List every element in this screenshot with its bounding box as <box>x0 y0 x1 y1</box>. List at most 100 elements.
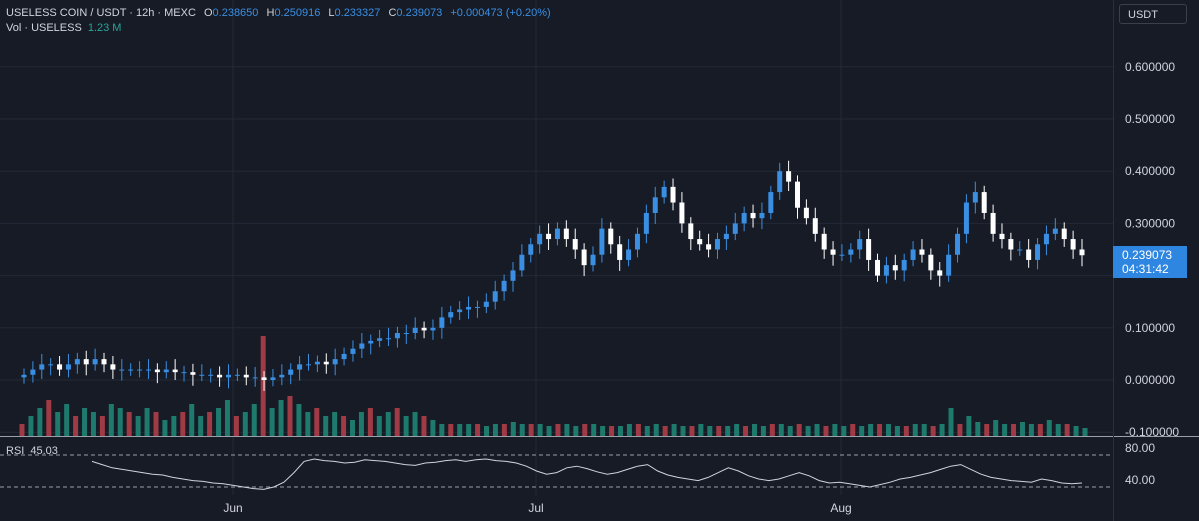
candle-body <box>208 374 214 376</box>
candle-body <box>234 374 240 376</box>
candle-body <box>270 377 276 380</box>
volume-bar <box>921 424 927 436</box>
candle-body <box>65 364 71 370</box>
candle-body <box>341 353 347 360</box>
volume-bar <box>412 412 418 436</box>
candle-body <box>599 228 605 255</box>
candle-body <box>563 228 569 240</box>
volume-bar <box>269 408 275 436</box>
candle-body <box>377 338 383 341</box>
volume-bar <box>903 426 909 436</box>
candle-body <box>759 212 765 219</box>
low-label: L <box>328 7 335 19</box>
candle-body <box>830 249 836 255</box>
candle-body <box>466 306 472 310</box>
time-tick-label: Jun <box>223 501 242 515</box>
candle-body <box>1061 228 1067 240</box>
volume-bar <box>278 400 284 436</box>
volume-bar <box>528 424 534 436</box>
volume-bar <box>600 426 606 436</box>
volume-bar <box>224 400 230 436</box>
volume-bar <box>796 424 802 436</box>
candle-body <box>963 202 969 234</box>
volume-bar <box>171 416 177 436</box>
volume-bar <box>609 426 615 436</box>
price-axis[interactable]: 0.600000 0.500000 0.400000 0.300000 0.100000… <box>1125 60 1179 487</box>
candle-body <box>101 359 107 365</box>
candle-body <box>999 233 1005 240</box>
candle-body <box>608 228 614 245</box>
volume-bar <box>1082 428 1088 436</box>
candle-body <box>412 327 418 334</box>
candle-body <box>821 233 827 250</box>
candle-body <box>48 364 54 366</box>
volume-bar <box>832 424 838 436</box>
symbol-title[interactable]: USELESS COIN / USDT · 12h · MEXC <box>6 7 196 19</box>
candle-body <box>474 306 480 308</box>
volume-bar <box>394 408 400 436</box>
candle-body <box>394 333 400 339</box>
volume-bar <box>457 424 463 436</box>
volume-bar <box>108 404 114 436</box>
candle-body <box>679 202 685 224</box>
candle-body <box>546 233 552 240</box>
candle-body <box>652 197 658 213</box>
rsi-tick-label: 80.00 <box>1125 441 1155 455</box>
volume-bar <box>216 408 222 436</box>
candle-body <box>1026 249 1032 260</box>
price-tick-label: 0.400000 <box>1125 164 1175 178</box>
candle-body <box>688 223 694 240</box>
volume-bar <box>475 424 481 436</box>
volume-label[interactable]: Vol · USELESS <box>6 22 82 34</box>
volume-bar <box>671 424 677 436</box>
candle-body <box>875 259 881 276</box>
candle-body <box>21 374 27 378</box>
volume-bar <box>680 426 686 436</box>
candle-body <box>359 343 365 349</box>
candle-body <box>812 218 818 234</box>
volume-bar <box>233 416 239 436</box>
volume-bar <box>635 424 641 436</box>
candle-body <box>786 171 792 182</box>
volume-bar <box>1002 424 1008 436</box>
candle-body <box>901 259 907 271</box>
volume-bar <box>814 424 820 436</box>
candle-body <box>892 265 898 271</box>
candle-body <box>314 361 320 365</box>
candle-body <box>92 359 98 365</box>
volume-bar <box>868 424 874 436</box>
volume-bar <box>948 408 954 436</box>
volume-bar <box>46 400 52 436</box>
rsi-value: 45.03 <box>30 445 58 457</box>
last-price-tag: 0.239073 04:31:42 <box>1113 246 1187 278</box>
volume-bar <box>251 404 257 436</box>
candle-body <box>448 312 454 318</box>
high-value: 0.250916 <box>274 7 321 19</box>
ohlc-legend-row: USELESS COIN / USDT · 12h · MEXC O0.2386… <box>6 6 551 21</box>
close-label: C <box>388 7 397 19</box>
candle-body <box>501 280 507 292</box>
volume-bar <box>993 420 999 436</box>
volume-bar <box>984 424 990 436</box>
volume-bar <box>1046 420 1052 436</box>
candlesticks <box>21 160 1085 391</box>
volume-bar <box>305 412 311 436</box>
currency-selector[interactable]: USDT <box>1119 4 1187 24</box>
volume-bar <box>385 412 391 436</box>
candle-body <box>1008 239 1014 250</box>
candle-body <box>252 377 258 379</box>
volume-value: 1.23 M <box>87 22 122 34</box>
candle-body <box>350 348 356 354</box>
time-axis[interactable]: Jun Jul Aug <box>223 501 851 515</box>
volume-bar <box>939 424 945 436</box>
candle-body <box>306 364 312 366</box>
volume-bar <box>448 424 454 436</box>
candle-body <box>777 171 783 193</box>
volume-bar <box>725 426 731 436</box>
rsi-label[interactable]: RSI <box>6 445 25 457</box>
volume-bar <box>698 424 704 436</box>
rsi-pane <box>0 454 1113 490</box>
candle-body <box>1079 249 1085 256</box>
